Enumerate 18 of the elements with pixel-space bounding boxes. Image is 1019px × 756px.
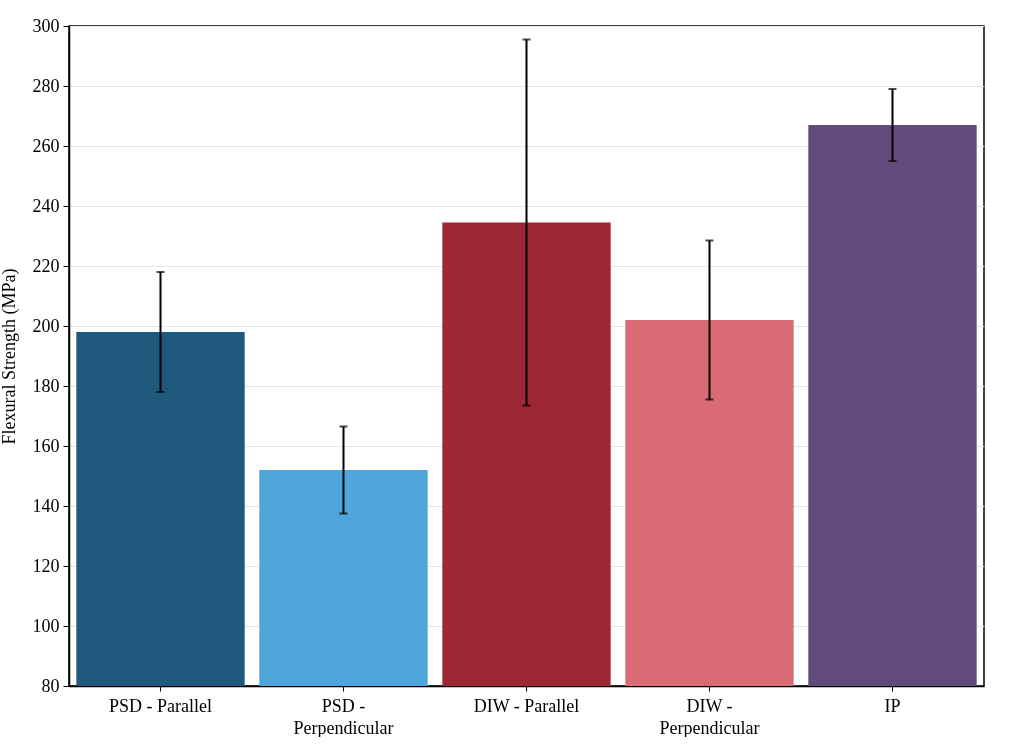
y-tick-label: 100 xyxy=(32,615,60,636)
y-tick-label: 80 xyxy=(41,675,60,696)
y-tick-label: 160 xyxy=(32,435,60,456)
y-tick-label: 220 xyxy=(32,255,60,276)
y-tick-label: 260 xyxy=(32,135,60,156)
x-tick-label: IP xyxy=(884,695,901,716)
y-axis-title: Flexural Strength (MPa) xyxy=(0,268,20,445)
x-tick-label: DIW - Perpendicular xyxy=(659,695,760,738)
y-tick-label: 240 xyxy=(32,195,60,216)
x-tick-label: PSD - Perpendicular xyxy=(293,695,394,738)
x-tick-label: DIW - Parallel xyxy=(473,695,580,716)
y-tick-label: 120 xyxy=(32,555,60,576)
y-tick-label: 200 xyxy=(32,315,60,336)
y-tick-label: 140 xyxy=(32,495,60,516)
y-tick-label: 180 xyxy=(32,375,60,396)
y-tick-label: 300 xyxy=(32,15,60,36)
y-tick-label: 280 xyxy=(32,75,60,96)
x-tick-label: PSD - Parallel xyxy=(109,695,212,716)
